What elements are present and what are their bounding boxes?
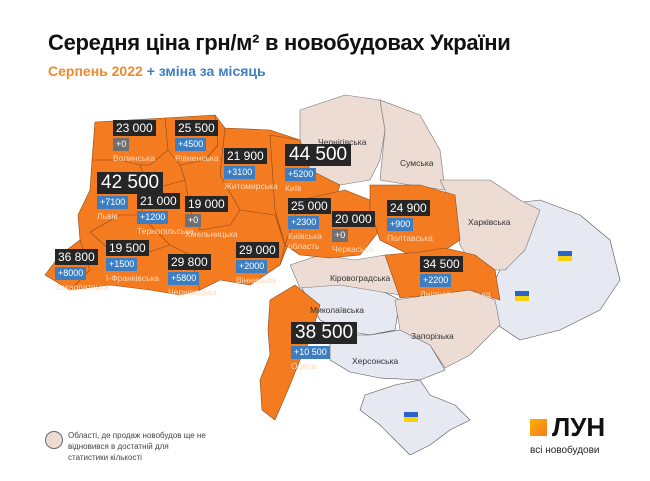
region-label: 23 000 +0 Волинська bbox=[113, 120, 156, 163]
region-name: Полтавська bbox=[387, 233, 433, 243]
region-label: 34 500 +2200 Дніпропетровська bbox=[420, 256, 491, 299]
region-label-kherson: Херсонська bbox=[352, 356, 399, 366]
region-label: 20 000 +0 Черкаська bbox=[332, 211, 375, 254]
region-odesa bbox=[259, 284, 321, 421]
region-change: +0 bbox=[113, 138, 130, 151]
region-name: Хмельницька bbox=[185, 229, 238, 239]
region-name: Житомирська bbox=[224, 181, 278, 191]
region-label: 21 900 +3100 Житомирська bbox=[224, 148, 278, 191]
region-label: 42 500 +7100 Львів bbox=[97, 172, 164, 221]
region-label: 21 000 +1200 Тернопільська bbox=[137, 193, 194, 236]
region-price: 36 800 bbox=[55, 249, 98, 265]
region-label: 29 000 +2000 Вінницька bbox=[236, 242, 279, 285]
region-name: Одеса bbox=[291, 361, 317, 371]
legend-text: Області, де продаж новобудов ще не відно… bbox=[68, 431, 206, 462]
region-name: Київська область bbox=[288, 231, 322, 251]
lun-logo-icon bbox=[530, 419, 547, 436]
region-label: 25 500 +4500 Рівненська bbox=[175, 120, 219, 163]
region-label: 38 500 +10 500 Одеса bbox=[291, 322, 358, 371]
region-name: Львів bbox=[97, 211, 118, 221]
logo-tagline: всі новобудови bbox=[530, 445, 600, 456]
region-label-chernihiv: Чернігівська bbox=[318, 137, 367, 147]
subtitle-change: + зміна за місяць bbox=[146, 63, 266, 79]
region-label: 25 000 +2300 Київська область bbox=[288, 198, 331, 251]
region-price: 29 800 bbox=[168, 254, 211, 270]
region-name: Волинська bbox=[113, 153, 155, 163]
region-price: 44 500 bbox=[285, 144, 352, 166]
region-label: 44 500 +5200 Київ bbox=[285, 144, 352, 193]
region-change: +2000 bbox=[236, 260, 268, 273]
legend-swatch bbox=[45, 431, 63, 449]
region-change: +3100 bbox=[224, 166, 256, 179]
region-price: 21 000 bbox=[137, 193, 180, 209]
region-change: +7100 bbox=[97, 196, 129, 209]
region-change: +1200 bbox=[137, 211, 169, 224]
region-price: 25 500 bbox=[175, 120, 218, 136]
region-label-zaporizhia: Запорізька bbox=[411, 331, 454, 341]
region-name: Вінницька bbox=[236, 275, 276, 285]
region-label-kirovohrad: Кіровоградська bbox=[330, 273, 391, 283]
region-change: +1500 bbox=[106, 258, 138, 271]
region-kherson bbox=[329, 329, 446, 381]
region-label: 19 000 +0 Хмельницька bbox=[185, 196, 238, 239]
region-price: 20 000 bbox=[332, 211, 375, 227]
region-label: 24 900 +900 Полтавська bbox=[387, 200, 433, 243]
region-label-mykolaiv: Миколаївська bbox=[310, 305, 364, 315]
region-label: 19 500 +1500 І-Франківська bbox=[106, 240, 159, 283]
region-change: +0 bbox=[332, 229, 349, 242]
region-change: +10 500 bbox=[291, 346, 330, 359]
region-label-sumy: Сумська bbox=[400, 158, 434, 168]
region-name: Київ bbox=[285, 183, 302, 193]
region-price: 34 500 bbox=[420, 256, 463, 272]
ukraine-flag-icon bbox=[558, 251, 572, 261]
region-name: Закарпатська bbox=[55, 282, 109, 292]
region-price: 25 000 bbox=[288, 198, 331, 214]
region-price: 23 000 bbox=[113, 120, 156, 136]
region-name: Черкаська bbox=[332, 244, 374, 254]
region-label: 29 800 +5800 Чернівецька bbox=[168, 254, 217, 297]
region-price: 38 500 bbox=[291, 322, 358, 344]
region-name: Тернопільська bbox=[137, 226, 194, 236]
region-change: +0 bbox=[185, 214, 202, 227]
region-name: Рівненська bbox=[175, 153, 219, 163]
region-change: +5800 bbox=[168, 272, 200, 285]
region-price: 24 900 bbox=[387, 200, 430, 216]
region-price: 19 500 bbox=[106, 240, 149, 256]
region-change: +8000 bbox=[55, 267, 87, 280]
region-name: Дніпропетровська bbox=[420, 289, 491, 299]
subtitle-period: Серпень 2022 bbox=[48, 63, 143, 79]
region-change: +900 bbox=[387, 218, 414, 231]
region-change: +2200 bbox=[420, 274, 452, 287]
region-sumy bbox=[379, 99, 446, 191]
region-price: 29 000 bbox=[236, 242, 279, 258]
region-change: +5200 bbox=[285, 168, 317, 181]
ukraine-flag-icon bbox=[515, 291, 529, 301]
region-name: І-Франківська bbox=[106, 273, 160, 283]
region-change: +2300 bbox=[288, 216, 320, 229]
region-change: +4500 bbox=[175, 138, 207, 151]
ukraine-flag-icon bbox=[404, 412, 418, 422]
region-price: 19 000 bbox=[185, 196, 228, 212]
region-label-kharkiv: Харківська bbox=[468, 217, 511, 227]
map-subtitle: Серпень 2022 + зміна за місяць bbox=[48, 63, 266, 79]
region-name: Чернівецька bbox=[168, 287, 217, 297]
region-label: 36 800 +8000 Закарпатська bbox=[55, 249, 108, 292]
region-price: 21 900 bbox=[224, 148, 267, 164]
region-price: 42 500 bbox=[97, 172, 164, 194]
map-title: Середня ціна грн/м² в новобудовах Україн… bbox=[48, 30, 511, 55]
logo-name: ЛУН bbox=[552, 412, 606, 442]
